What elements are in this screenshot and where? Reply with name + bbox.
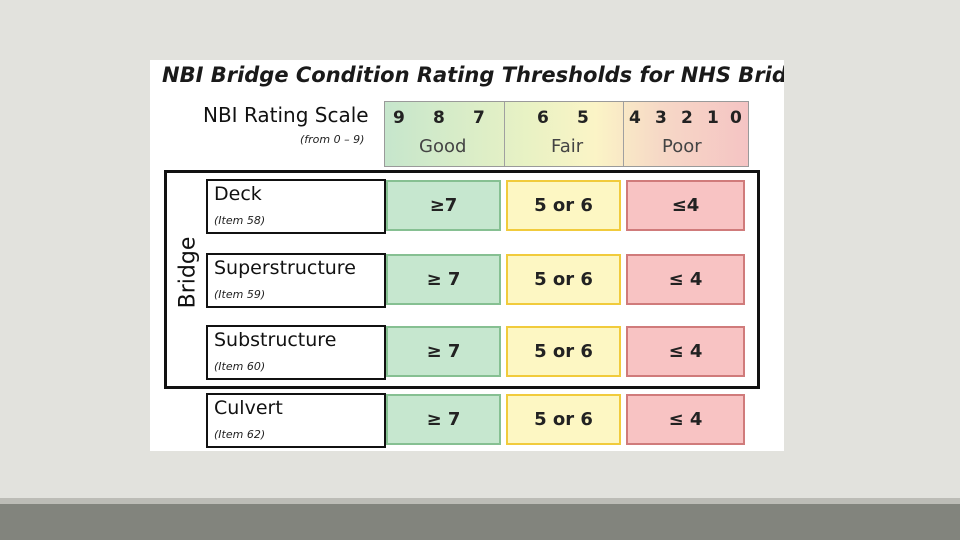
scale-divider: [504, 102, 505, 166]
superstructure-fair-cell: 5 or 6: [506, 254, 621, 305]
scale-title: NBI Rating Scale: [203, 103, 369, 127]
scale-label-poor: Poor: [662, 136, 702, 157]
scale-digit: 5: [577, 108, 589, 128]
superstructure-poor-cell: ≤ 4: [626, 254, 745, 305]
culvert-fair-cell: 5 or 6: [506, 394, 621, 445]
row-name: Culvert: [214, 397, 283, 419]
scale-digit: 0: [730, 108, 742, 128]
bridge-group-label: Bridge: [175, 236, 201, 309]
scale-label-fair: Fair: [551, 136, 584, 157]
deck-poor-cell: ≤4: [626, 180, 745, 231]
row-culvert-label-box: Culvert (Item 62): [206, 393, 386, 448]
row-superstructure-label-box: Superstructure (Item 59): [206, 253, 386, 308]
scale-digit: 2: [681, 108, 693, 128]
scale-digit: 1: [707, 108, 719, 128]
scale-digit: 7: [473, 108, 485, 128]
row-name: Superstructure: [214, 257, 356, 279]
substructure-good-cell: ≥ 7: [386, 326, 501, 377]
bridge-group-frame: [164, 170, 760, 389]
row-item-number: (Item 62): [214, 428, 266, 441]
row-name: Deck: [214, 183, 262, 205]
row-substructure-label-box: Substructure (Item 60): [206, 325, 386, 380]
scale-subtitle: (from 0 – 9): [300, 133, 365, 146]
scale-digit: 9: [393, 108, 405, 128]
scale-digit: 3: [655, 108, 667, 128]
deck-fair-cell: 5 or 6: [506, 180, 621, 231]
scale-digit: 8: [433, 108, 445, 128]
scale-label-good: Good: [419, 136, 467, 157]
footer-band: [0, 498, 960, 504]
row-deck-label-box: Deck (Item 58): [206, 179, 386, 234]
scale-divider: [623, 102, 624, 166]
deck-good-cell: ≥7: [386, 180, 501, 231]
rating-thresholds-figure: NBI Bridge Condition Rating Thresholds f…: [150, 60, 784, 451]
scale-digit: 6: [537, 108, 549, 128]
row-item-number: (Item 59): [214, 288, 266, 301]
row-item-number: (Item 60): [214, 360, 266, 373]
scale-digit: 4: [629, 108, 641, 128]
figure-title: NBI Bridge Condition Rating Thresholds f…: [162, 63, 784, 87]
culvert-good-cell: ≥ 7: [386, 394, 501, 445]
row-name: Substructure: [214, 329, 337, 351]
substructure-poor-cell: ≤ 4: [626, 326, 745, 377]
culvert-poor-cell: ≤ 4: [626, 394, 745, 445]
footer-bar: [0, 504, 960, 540]
substructure-fair-cell: 5 or 6: [506, 326, 621, 377]
superstructure-good-cell: ≥ 7: [386, 254, 501, 305]
row-item-number: (Item 58): [214, 214, 266, 227]
rating-scale-bar: 9 8 7 Good 6 5 Fair 4 3 2 1 0 Poor: [384, 101, 749, 167]
